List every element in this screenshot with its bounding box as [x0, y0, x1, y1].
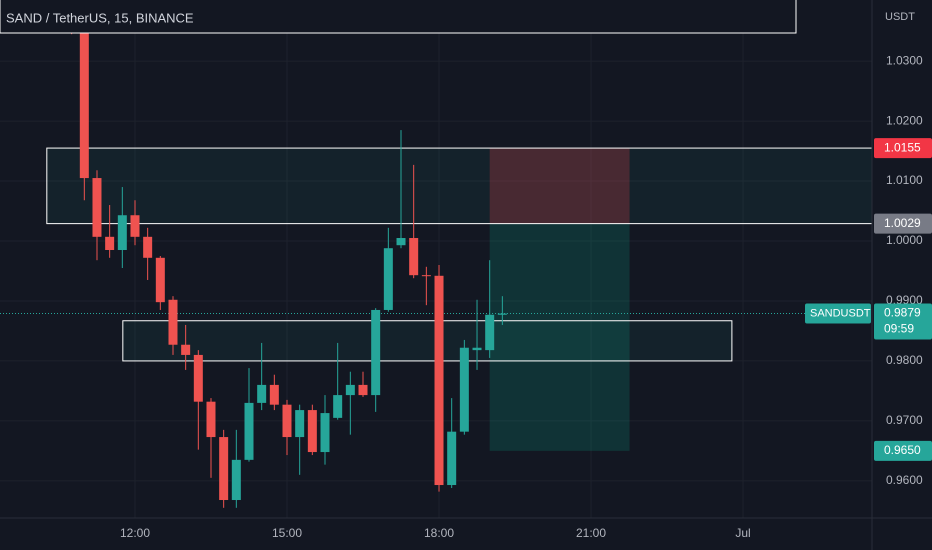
zone: [46, 147, 873, 225]
time-axis: [0, 518, 932, 550]
y-tick-label: 0.9800: [886, 353, 923, 367]
y-tick-label: 1.0200: [886, 113, 923, 127]
candle-body: [269, 384, 279, 405]
candles: [67, 1, 507, 508]
candle-body: [307, 410, 317, 453]
price-label: 0.9650: [884, 443, 921, 457]
price-label-bg: [874, 440, 932, 461]
candle-body: [155, 257, 165, 303]
candle-body: [231, 459, 241, 501]
candle-body: [181, 344, 191, 355]
candle-body: [333, 395, 343, 418]
axis-labels: 1.03001.02001.01001.00000.99000.98000.97…: [120, 53, 932, 540]
x-tick-label: 12:00: [120, 526, 150, 540]
x-tick-label: 18:00: [424, 526, 454, 540]
candle-body: [206, 401, 216, 438]
candle-body: [105, 236, 115, 251]
price-label-bg: [874, 213, 932, 234]
y-tick-label: 0.9700: [886, 413, 923, 427]
y-tick-label: 1.0300: [886, 53, 923, 67]
candle-body: [257, 384, 267, 403]
currency-label: USDT: [885, 11, 915, 23]
x-tick-label: 15:00: [272, 526, 302, 540]
candle-body: [371, 309, 381, 396]
symbol-label: SANDUSDT: [810, 307, 871, 319]
price-label-bg: [874, 138, 932, 159]
y-tick-label: 1.0000: [886, 233, 923, 247]
countdown-label: 09:59: [884, 322, 914, 336]
position-risk: [489, 148, 630, 224]
candle-body: [244, 402, 254, 460]
x-tick-label: 21:00: [576, 526, 606, 540]
price-label: 1.0155: [884, 140, 921, 154]
drawings: [0, 147, 873, 451]
candle-body: [485, 314, 495, 351]
candle-body: [130, 215, 140, 237]
candle-body: [434, 275, 444, 486]
candle-body: [472, 347, 482, 351]
candle-body: [193, 354, 203, 402]
candle-body: [295, 410, 305, 438]
candle-body: [409, 238, 419, 276]
candle-body: [396, 238, 406, 246]
candle-body: [320, 413, 330, 453]
candle-body: [219, 437, 229, 501]
zone: [122, 320, 733, 362]
last-price-bg: [874, 303, 932, 340]
last-price-label: 0.9879: [884, 306, 921, 320]
candle-body: [447, 431, 457, 486]
y-tick-label: 0.9600: [886, 473, 923, 487]
y-tick-label: 1.0100: [886, 173, 923, 187]
price-label: 1.0029: [884, 216, 921, 230]
candle-body: [383, 248, 393, 310]
candle-body: [92, 178, 102, 237]
candle-body: [459, 347, 469, 432]
x-tick-label: Jul: [735, 526, 750, 540]
candle-body: [497, 313, 507, 315]
candle-body: [345, 384, 355, 396]
candle-body: [168, 299, 178, 345]
symbol-label-bg: [805, 303, 871, 324]
candle-body: [143, 236, 153, 258]
chart-title: SAND / TetherUS, 15, BINANCE: [6, 10, 194, 25]
header-box: [0, 0, 797, 34]
candle-body: [117, 215, 127, 251]
candle-body: [421, 275, 431, 277]
candle-body: [358, 384, 368, 396]
price-axis: [872, 0, 932, 550]
candle-body: [79, 29, 89, 179]
position-reward: [489, 223, 630, 451]
candle-body: [282, 404, 292, 438]
